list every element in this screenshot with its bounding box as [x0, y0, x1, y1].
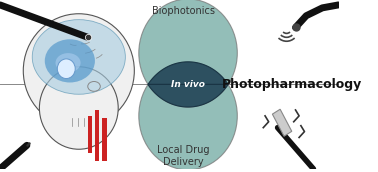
Text: Photopharmacology: Photopharmacology	[222, 78, 363, 91]
Ellipse shape	[32, 20, 125, 94]
Ellipse shape	[56, 53, 81, 73]
Text: In vivo: In vivo	[171, 80, 205, 89]
Text: Biophotonics: Biophotonics	[152, 6, 215, 16]
Polygon shape	[148, 62, 228, 107]
Ellipse shape	[39, 67, 118, 149]
Bar	[273, 109, 292, 136]
Bar	[88, 116, 92, 153]
Ellipse shape	[45, 39, 95, 83]
Bar	[95, 110, 99, 161]
Circle shape	[139, 62, 237, 170]
Text: Local Drug
Delivery: Local Drug Delivery	[157, 145, 210, 167]
Ellipse shape	[23, 14, 134, 128]
Bar	[102, 118, 107, 161]
Circle shape	[139, 0, 237, 107]
Circle shape	[57, 59, 75, 79]
